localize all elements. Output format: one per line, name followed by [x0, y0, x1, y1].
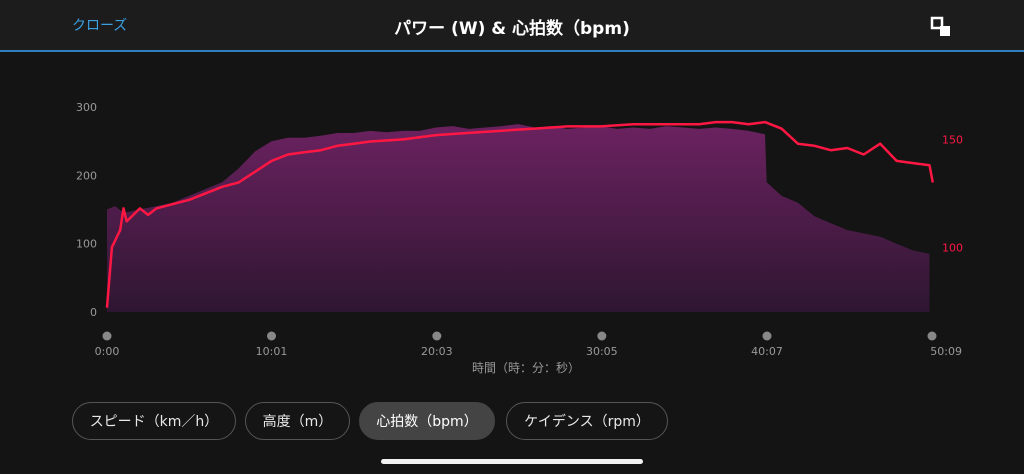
pill-heart-rate[interactable]: 心拍数（bpm） — [359, 402, 495, 440]
header-divider — [0, 50, 1024, 52]
x-tick-dot[interactable] — [432, 331, 442, 341]
y-tick-label-left: 0 — [90, 306, 97, 319]
x-tick-label: 10:01 — [256, 345, 288, 358]
power-heart-rate-chart[interactable]: 0 100 200 300 100 150 0:00 10:01 20:03 30:05 40:… — [0, 60, 1024, 390]
y-tick-label-left: 100 — [76, 238, 97, 251]
page-title: パワー (W) & 心拍数（bpm) — [394, 19, 630, 39]
power-area — [107, 124, 930, 312]
y-tick-label-left: 300 — [76, 101, 97, 114]
y-tick-label-left: 200 — [76, 169, 97, 182]
pill-speed[interactable]: スピード（km／h） — [72, 402, 236, 440]
y-tick-label-right: 100 — [942, 241, 963, 254]
pill-altitude[interactable]: 高度（m） — [245, 402, 350, 440]
pill-cadence[interactable]: ケイデンス（rpm） — [506, 402, 668, 440]
x-tick-dot[interactable] — [102, 331, 112, 341]
top-bar: クローズ パワー (W) & 心拍数（bpm) — [0, 0, 1024, 50]
home-indicator[interactable] — [381, 459, 643, 464]
y-tick-label-right: 150 — [942, 133, 963, 146]
expand-icon[interactable] — [930, 16, 952, 38]
x-tick-dot[interactable] — [597, 331, 607, 341]
x-tick-label: 40:07 — [751, 345, 783, 358]
heart-rate-line — [105, 120, 935, 308]
x-tick-label: 30:05 — [586, 345, 618, 358]
x-tick-dot[interactable] — [267, 331, 277, 341]
x-tick-dot[interactable] — [927, 331, 937, 341]
x-axis-label: 時間（時：分：秒） — [472, 361, 580, 375]
close-button[interactable]: クローズ — [72, 18, 128, 34]
x-tick-dot[interactable] — [762, 331, 772, 341]
x-tick-label: 20:03 — [421, 345, 453, 358]
x-tick-label: 50:09 — [930, 345, 962, 358]
x-tick-label: 0:00 — [95, 345, 120, 358]
